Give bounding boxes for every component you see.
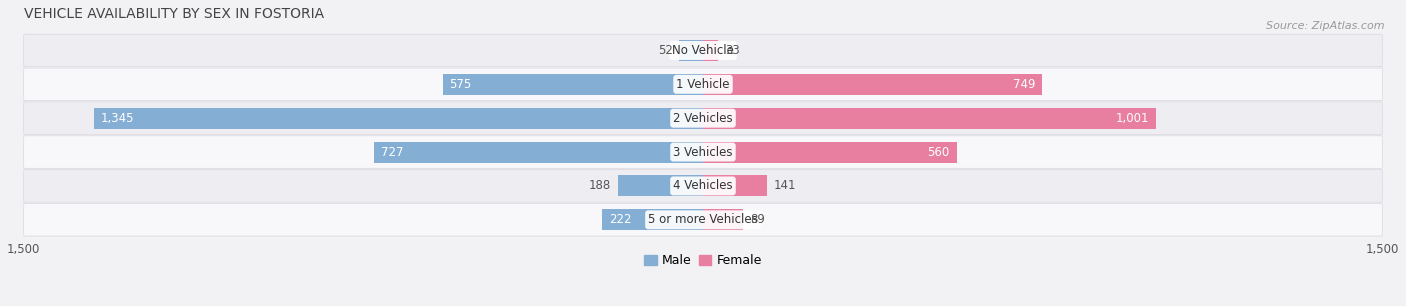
Text: 2 Vehicles: 2 Vehicles bbox=[673, 112, 733, 125]
Text: 52: 52 bbox=[658, 44, 672, 57]
Bar bbox=[703, 142, 956, 162]
Text: 89: 89 bbox=[751, 213, 765, 226]
Text: 1,001: 1,001 bbox=[1116, 112, 1150, 125]
FancyBboxPatch shape bbox=[24, 170, 1382, 202]
Text: 560: 560 bbox=[928, 146, 950, 159]
Bar bbox=[703, 40, 718, 61]
FancyBboxPatch shape bbox=[24, 34, 1382, 67]
Bar bbox=[617, 175, 703, 196]
Bar bbox=[443, 74, 703, 95]
Text: 3 Vehicles: 3 Vehicles bbox=[673, 146, 733, 159]
Text: 188: 188 bbox=[589, 179, 612, 192]
Bar bbox=[374, 142, 703, 162]
Text: 4 Vehicles: 4 Vehicles bbox=[673, 179, 733, 192]
Text: 141: 141 bbox=[773, 179, 796, 192]
Text: Source: ZipAtlas.com: Source: ZipAtlas.com bbox=[1267, 21, 1385, 32]
Text: 575: 575 bbox=[450, 78, 471, 91]
Text: 727: 727 bbox=[381, 146, 404, 159]
Bar bbox=[703, 175, 766, 196]
Legend: Male, Female: Male, Female bbox=[641, 251, 765, 269]
Text: No Vehicle: No Vehicle bbox=[672, 44, 734, 57]
Text: VEHICLE AVAILABILITY BY SEX IN FOSTORIA: VEHICLE AVAILABILITY BY SEX IN FOSTORIA bbox=[24, 7, 323, 21]
Text: 1 Vehicle: 1 Vehicle bbox=[676, 78, 730, 91]
FancyBboxPatch shape bbox=[24, 102, 1382, 134]
FancyBboxPatch shape bbox=[24, 136, 1382, 168]
Bar bbox=[94, 108, 703, 129]
Bar bbox=[602, 209, 703, 230]
Text: 222: 222 bbox=[609, 213, 631, 226]
Bar bbox=[679, 40, 703, 61]
FancyBboxPatch shape bbox=[24, 68, 1382, 101]
Bar bbox=[703, 209, 744, 230]
Bar bbox=[703, 108, 1156, 129]
Text: 33: 33 bbox=[724, 44, 740, 57]
FancyBboxPatch shape bbox=[24, 203, 1382, 236]
Text: 1,345: 1,345 bbox=[101, 112, 134, 125]
Text: 749: 749 bbox=[1012, 78, 1035, 91]
Bar bbox=[703, 74, 1042, 95]
Text: 5 or more Vehicles: 5 or more Vehicles bbox=[648, 213, 758, 226]
